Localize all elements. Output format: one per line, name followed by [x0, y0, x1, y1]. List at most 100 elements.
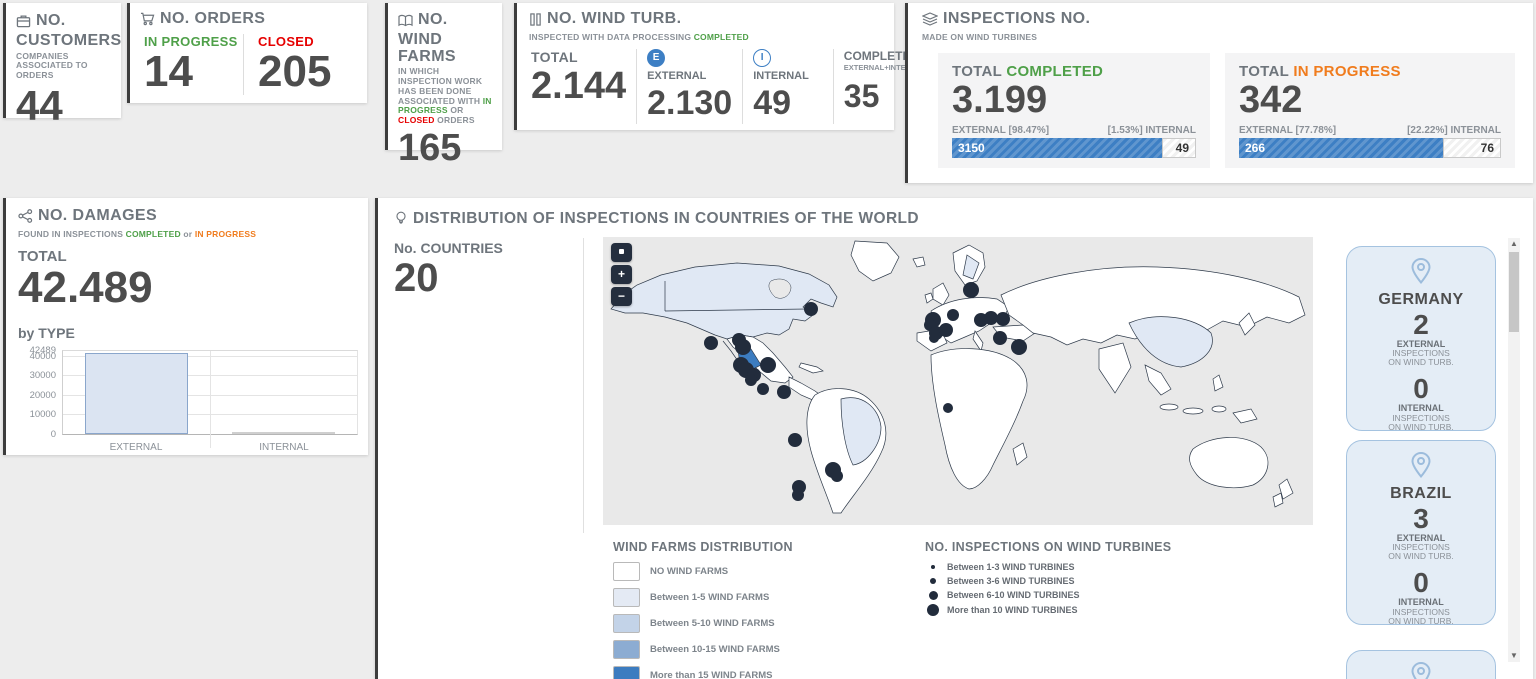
customers-card: NO. CUSTOMERS COMPANIES ASSOCIATED TO OR… — [3, 3, 122, 126]
wind-farm-swatch — [613, 666, 640, 679]
wind-farms-value: 165 — [398, 126, 462, 169]
completed-bar-external: 3150 — [952, 137, 1162, 158]
world-map-svg[interactable] — [603, 237, 1313, 525]
map-zoom-in-button[interactable]: + — [611, 265, 632, 284]
customers-title: NO. CUSTOMERS — [16, 12, 122, 49]
damages-card: NO. DAMAGES FOUND IN INSPECTIONS COMPLET… — [3, 198, 368, 455]
inspections-in-progress-value: 342 — [1239, 79, 1303, 121]
damages-by-type-label: by TYPE — [18, 324, 75, 341]
country-name: GERMANY — [1378, 291, 1464, 308]
damages-mid-gridline — [210, 351, 211, 448]
wind-farms-legend-title: WIND FARMS DISTRIBUTION — [613, 540, 793, 554]
wind-farms-card: NO. WIND FARMS IN WHICH INSPECTION WORK … — [385, 3, 502, 167]
completed-internal-label: [1.53%] INTERNAL — [1107, 124, 1196, 136]
turbine-legend-dot — [927, 604, 939, 616]
turbine-legend-dot — [931, 565, 935, 569]
scroll-up-icon[interactable]: ▲ — [1510, 239, 1518, 248]
wind-turbines-card: NO. WIND TURB. INSPECTED WITH DATA PROCE… — [514, 3, 927, 130]
scroll-down-icon[interactable]: ▼ — [1510, 651, 1518, 660]
wind-farms-legend: WIND FARMS DISTRIBUTION NO WIND FARMS Be… — [613, 540, 793, 679]
inspections-subtitle: MADE ON WIND TURBINES — [922, 31, 1038, 42]
wind-farm-swatch — [613, 614, 640, 633]
map-pin-icon — [1347, 451, 1495, 484]
map-zoom-out-button[interactable]: − — [611, 287, 632, 306]
wind-turbines-subtitle: INSPECTED WITH DATA PROCESSING COMPLETED — [529, 31, 749, 42]
wind-turbines-external: E EXTERNAL 2.130 — [636, 48, 742, 125]
orders-in-progress-label: IN PROGRESS — [144, 33, 238, 49]
turbine-legend-title: NO. INSPECTIONS ON WIND TURBINES — [925, 540, 1172, 554]
country-card-germany[interactable]: GERMANY 2 EXTERNAL INSPECTIONS ON WIND T… — [1346, 246, 1496, 431]
share-network-icon — [18, 209, 33, 227]
country-cards-column: GERMANY 2 EXTERNAL INSPECTIONS ON WIND T… — [1346, 238, 1496, 679]
orders-card: NO. ORDERS IN PROGRESS 14 CLOSED 205 — [127, 3, 367, 103]
damages-x-labels: EXTERNAL INTERNAL — [62, 442, 358, 453]
legend-item: Between 5-10 WIND FARMS — [613, 614, 793, 633]
legend-item: Between 10-15 WIND FARMS — [613, 640, 793, 659]
country-name: BRAZIL — [1390, 485, 1452, 502]
map-card: DISTRIBUTION OF INSPECTIONS IN COUNTRIES… — [375, 198, 1533, 679]
wind-turbines-external-value: 2.130 — [647, 83, 733, 122]
legend-item: More than 15 WIND FARMS — [613, 666, 793, 679]
internal-badge: I — [753, 48, 772, 67]
open-map-icon — [398, 14, 413, 31]
wind-turbines-title: NO. WIND TURB. — [529, 10, 882, 31]
map-controls: + − — [611, 243, 632, 306]
country-external-value: 3 — [1413, 503, 1429, 534]
country-card-canada[interactable]: CANADA — [1346, 650, 1496, 679]
world-map[interactable]: + − — [603, 237, 1313, 525]
countries-count-value: 20 — [394, 256, 439, 300]
briefcase-icon — [16, 15, 31, 32]
damages-bar-chart: 42489 0 10000 20000 30000 40000 EXTERNAL INT… — [18, 345, 360, 453]
completed-progress-bar: 3150 49 — [952, 137, 1196, 158]
legend-item: NO WIND FARMS — [613, 562, 793, 581]
country-internal-value: 0 — [1413, 373, 1429, 405]
wind-turbines-internal-value: 49 — [753, 83, 792, 122]
damages-total-label: TOTAL — [18, 247, 67, 265]
damages-category-internal: INTERNAL — [259, 442, 309, 453]
orders-closed-label: CLOSED — [258, 33, 314, 49]
completed-external-label: EXTERNAL [98.47%] — [952, 124, 1050, 136]
wind-turbines-total: TOTAL 2.144 — [531, 48, 627, 107]
in-progress-bar-internal: 76 — [1442, 137, 1501, 158]
inspections-completed-value: 3.199 — [952, 79, 1048, 121]
countries-count-label: No. COUNTRIES — [394, 240, 503, 256]
orders-title: NO. ORDERS — [140, 10, 357, 31]
legend-item: Between 6-10 WIND TURBINES — [925, 590, 1171, 600]
country-scrollbar[interactable]: ▲ ▼ — [1508, 238, 1520, 662]
customers-value: 44 — [16, 81, 63, 129]
in-progress-external-label: EXTERNAL [77.78%] — [1239, 124, 1337, 136]
lightbulb-icon — [394, 211, 408, 230]
turbine-legend-dot — [930, 578, 936, 584]
country-external-value: 2 — [1413, 309, 1429, 340]
inspections-completed-panel: TOTAL COMPLETED 3.199 EXTERNAL [98.47%] … — [938, 53, 1210, 168]
cart-icon — [140, 12, 155, 30]
legend-item: Between 3-6 WIND TURBINES — [925, 576, 1171, 586]
layers-icon — [921, 12, 939, 30]
country-card-brazil[interactable]: BRAZIL 3 EXTERNAL INSPECTIONS ON WIND TU… — [1346, 440, 1496, 625]
scrollbar-thumb[interactable] — [1509, 252, 1519, 332]
completed-bar-internal: 49 — [1162, 137, 1196, 158]
map-title: DISTRIBUTION OF INSPECTIONS IN COUNTRIES… — [394, 210, 1533, 231]
country-internal-value: 0 — [1413, 567, 1429, 599]
in-progress-bar-external: 266 — [1239, 137, 1443, 158]
legend-item: Between 1-5 WIND FARMS — [613, 588, 793, 607]
damages-subtitle: FOUND IN INSPECTIONS COMPLETED or IN PRO… — [18, 228, 257, 239]
orders-in-progress-value: 14 — [144, 46, 193, 96]
damages-bar-external — [85, 352, 188, 434]
damages-category-external: EXTERNAL — [109, 442, 163, 453]
wind-farm-swatch — [613, 640, 640, 659]
legend-item: More than 10 WIND TURBINES — [925, 604, 1171, 616]
map-reset-button[interactable] — [611, 243, 632, 262]
orders-closed: CLOSED 205 — [243, 33, 357, 95]
orders-in-progress: IN PROGRESS 14 — [140, 34, 243, 95]
wind-farm-swatch — [613, 588, 640, 607]
damages-title: NO. DAMAGES — [18, 207, 356, 228]
damages-plot-area — [62, 350, 358, 448]
customers-subtitle: COMPANIES ASSOCIATED TO ORDERS — [16, 50, 88, 81]
inspections-title: INSPECTIONS NO. — [921, 10, 1519, 31]
wind-turbines-complete-value: 35 — [843, 77, 880, 114]
in-progress-progress-bar: 266 76 — [1239, 137, 1501, 158]
damages-bar-internal — [232, 432, 335, 434]
map-pin-icon — [1347, 257, 1495, 290]
wind-farm-swatch — [613, 562, 640, 581]
